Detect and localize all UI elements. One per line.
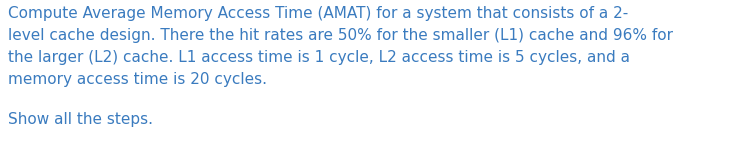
Text: level cache design. There the hit rates are 50% for the smaller (L1) cache and 9: level cache design. There the hit rates … (8, 28, 673, 43)
Text: memory access time is 20 cycles.: memory access time is 20 cycles. (8, 72, 267, 87)
Text: Show all the steps.: Show all the steps. (8, 112, 153, 127)
Text: Compute Average Memory Access Time (AMAT) for a system that consists of a 2-: Compute Average Memory Access Time (AMAT… (8, 6, 628, 21)
Text: the larger (L2) cache. L1 access time is 1 cycle, L2 access time is 5 cycles, an: the larger (L2) cache. L1 access time is… (8, 50, 630, 65)
